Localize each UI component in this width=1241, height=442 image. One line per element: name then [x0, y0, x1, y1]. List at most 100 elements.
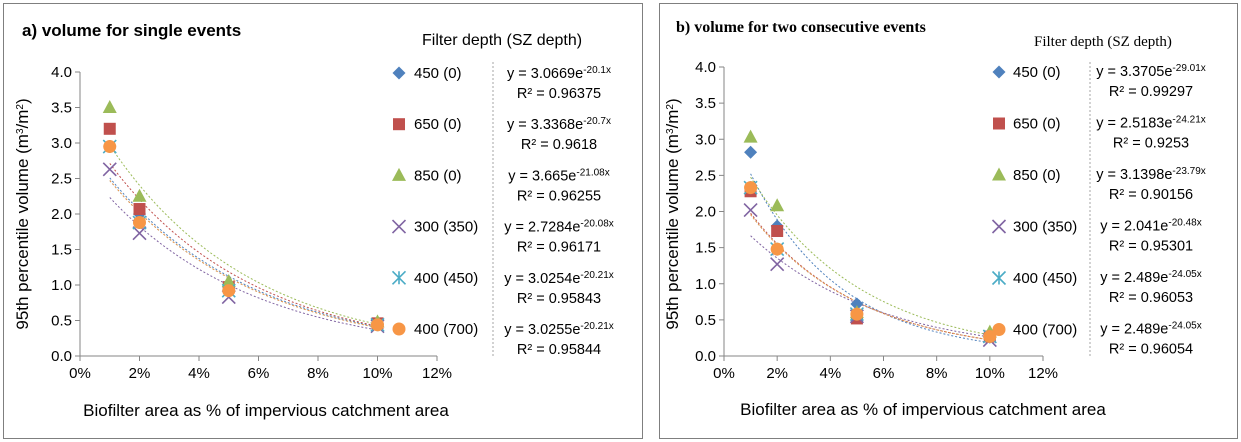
chart-b-point-400-700 [983, 329, 997, 343]
chart-b-trendline-850-0 [750, 176, 990, 336]
chart-a-equation-400-700: y = 3.0255e-20.21x [504, 321, 614, 339]
chart-a-y-tick-label: 2.5 [51, 171, 72, 188]
chart-a-point-400-700 [133, 216, 146, 230]
chart-a-trendline-300-350 [109, 197, 378, 331]
chart-a-y-tick-label: 1.5 [51, 242, 72, 259]
chart-a-r2-850-0: R² = 0.96255 [517, 188, 601, 204]
chart-a-x-tick-label: 12% [422, 365, 452, 382]
chart-a-equation-400-450: y = 3.0254e-20.21x [504, 269, 614, 287]
chart-a-point-400-700 [371, 318, 384, 332]
chart-a-trendline-650-0 [109, 163, 378, 327]
chart-a-r2-400-700: R² = 0.95844 [517, 342, 601, 358]
chart-a-x-tick-label: 8% [307, 365, 329, 382]
chart-a-svg: a) volume for single events Filter depth … [13, 21, 614, 420]
chart-a-y-tick-label: 3.5 [51, 100, 72, 117]
chart-b-y-tick-label: 0.5 [695, 312, 716, 329]
chart-b-title: b) volume for two consecutive events [676, 19, 926, 36]
chart-a-equation-850-0: y = 3.665e-21.08x [508, 167, 609, 185]
chart-b-x-axis-label: Biofilter area as % of impervious catchm… [740, 400, 1106, 419]
chart-a-legend-marker-300-350 [391, 219, 407, 234]
chart-a-r2-400-450: R² = 0.95843 [517, 291, 601, 307]
chart-a-point-300-350 [102, 162, 117, 177]
chart-b-legend-label-650-0: 650 (0) [1013, 116, 1061, 133]
chart-a-legend-label-650-0: 650 (0) [414, 116, 462, 133]
chart-b-point-300-350 [743, 202, 758, 218]
chart-a-x-tick-label: 6% [248, 365, 270, 382]
chart-b-x-tick-label: 12% [1028, 365, 1058, 382]
chart-a-y-tick-label: 0.5 [51, 313, 72, 330]
chart-a-y-tick-label: 1.0 [51, 277, 72, 294]
chart-b-r2-400-700: R² = 0.96054 [1109, 342, 1193, 358]
chart-b-x-tick-label: 2% [766, 365, 788, 382]
chart-b-point-400-700 [770, 242, 784, 256]
chart-b-y-axis-label: 95th percentile volume (m3/m2) [663, 98, 682, 329]
chart-a-x-tick-label: 4% [188, 365, 210, 382]
chart-b-x-tick-label: 6% [873, 365, 895, 382]
chart-a-legend-marker-400-700 [392, 322, 406, 336]
chart-a-point-300-350 [132, 226, 147, 241]
chart-b-equation-400-450: y = 2.489e-24.05x [1100, 269, 1201, 287]
chart-a-equation-450-0: y = 3.0669e-20.1x [507, 65, 611, 83]
chart-b-x-tick-label: 0% [713, 365, 735, 382]
chart-b-series-400-700 [744, 181, 997, 343]
chart-a-x-axis-label: Biofilter area as % of impervious catchm… [83, 401, 449, 420]
chart-panel-a: a) volume for single events Filter depth … [3, 3, 643, 439]
chart-b-point-650-0 [771, 225, 784, 238]
chart-b-y-tick-label: 2.0 [695, 204, 716, 221]
chart-b-equation-300-350: y = 2.041e-20.48x [1100, 217, 1201, 235]
chart-a-y-axis-label: 95th percentile volume (m3/m2) [13, 98, 32, 329]
chart-a-x-tick-label: 10% [362, 365, 392, 382]
chart-b-point-300-350 [770, 257, 785, 272]
chart-b-equation-450-0: y = 3.3705e-29.01x [1096, 63, 1206, 81]
chart-a-point-850-0 [221, 273, 236, 287]
chart-b-y-tick-label: 0.0 [695, 348, 716, 365]
chart-b-legend-label-850-0: 850 (0) [1013, 167, 1061, 184]
chart-a-legend-label-850-0: 850 (0) [414, 167, 462, 184]
chart-a-trendline-400-700 [109, 180, 378, 328]
chart-a-series-650-0 [103, 122, 384, 330]
chart-b-legend-marker-400-450 [991, 270, 1007, 286]
chart-a-series-400-700 [103, 140, 384, 332]
chart-a-series-300-350 [102, 162, 385, 334]
chart-b-legend-marker-850-0 [992, 167, 1006, 181]
chart-b-legend-label-450-0: 450 (0) [1013, 64, 1061, 81]
chart-a-y-tick-label: 3.0 [51, 135, 72, 152]
chart-a-r2-450-0: R² = 0.96375 [517, 86, 601, 102]
chart-a-r2-650-0: R² = 0.9618 [521, 137, 597, 153]
chart-a-point-850-0 [102, 100, 117, 113]
chart-a-legend-title: Filter depth (SZ depth) [422, 32, 582, 49]
chart-b-y-tick-label: 1.0 [695, 276, 716, 293]
chart-a-legend-label-300-350: 300 (350) [414, 219, 478, 236]
chart-a-legend-label-400-450: 400 (450) [414, 270, 478, 287]
chart-b-point-450-0 [744, 145, 758, 159]
chart-b-x-tick-label: 10% [975, 365, 1005, 382]
chart-a-point-400-700 [222, 284, 236, 298]
chart-a-series-400-450 [102, 139, 385, 332]
chart-a-point-400-700 [103, 140, 117, 154]
chart-b-r2-400-450: R² = 0.96053 [1109, 290, 1193, 306]
chart-b-r2-300-350: R² = 0.95301 [1109, 239, 1193, 255]
chart-b-r2-450-0: R² = 0.99297 [1109, 84, 1193, 100]
chart-b-legend-marker-400-700 [992, 323, 1006, 336]
chart-a-x-tick-label: 2% [129, 365, 151, 382]
chart-a-legend-marker-400-450 [391, 270, 407, 285]
chart-a-y-tick-label: 4.0 [51, 64, 72, 81]
chart-b-y-tick-label: 4.0 [695, 59, 716, 76]
chart-b-point-850-0 [770, 198, 785, 212]
chart-b-equation-850-0: y = 3.1398e-23.79x [1096, 166, 1206, 184]
chart-a-legend-label-400-700: 400 (700) [414, 321, 478, 338]
chart-a-point-650-0 [133, 203, 146, 216]
chart-b-legend-title: Filter depth (SZ depth) [1034, 34, 1172, 50]
chart-b-trendline-450-0 [750, 173, 990, 344]
chart-b-equation-400-700: y = 2.489e-24.05x [1100, 320, 1201, 338]
chart-b-legend-label-400-450: 400 (450) [1013, 270, 1077, 287]
chart-b-y-tick-label: 3.5 [695, 95, 716, 112]
chart-b-equation-650-0: y = 2.5183e-24.21x [1096, 114, 1206, 132]
chart-a-legend-marker-650-0 [393, 118, 405, 131]
chart-b-trendline-400-700 [750, 214, 990, 341]
chart-b-point-400-700 [744, 181, 758, 195]
chart-b-legend-label-400-700: 400 (700) [1013, 322, 1077, 339]
chart-a-y-tick-label: 2.0 [51, 206, 72, 223]
chart-a-x-tick-label: 0% [69, 365, 91, 382]
chart-b-x-tick-label: 4% [819, 365, 841, 382]
